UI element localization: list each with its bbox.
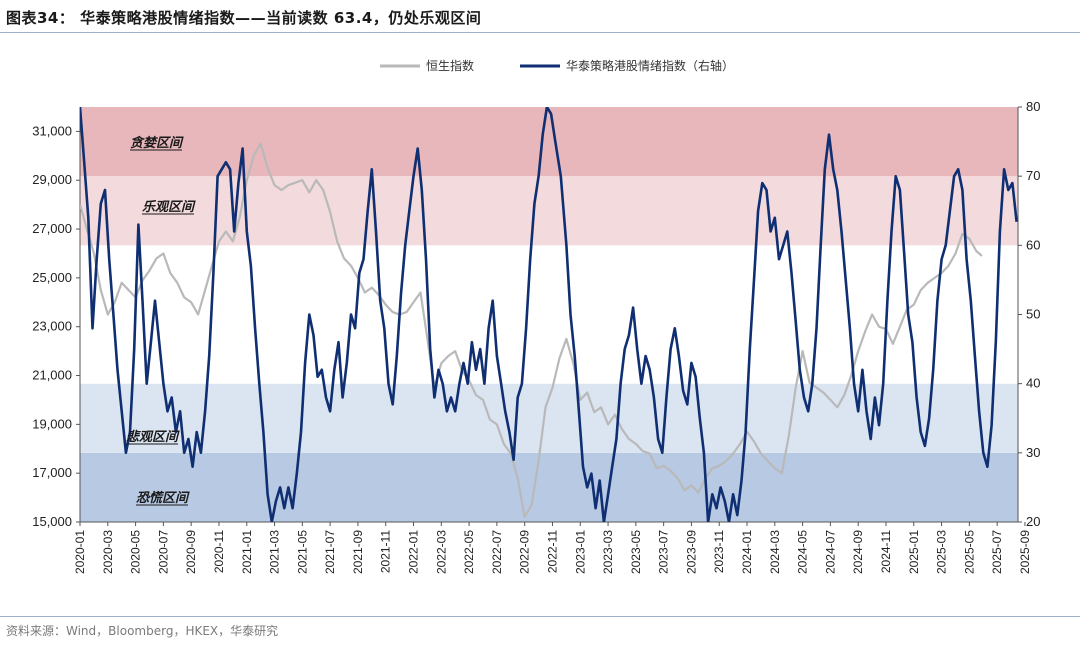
y-left-tick-label: 29,000 — [32, 172, 72, 187]
zone-label: 恐慌区间 — [136, 490, 190, 506]
title-bar: 图表34： 华泰策略港股情绪指数——当前读数 63.4，仍处乐观区间 — [0, 0, 1080, 34]
x-tick-label: 2025-01 — [907, 530, 921, 574]
y-left-tick-label: 23,000 — [32, 319, 72, 334]
x-tick-label: 2020-07 — [156, 530, 170, 574]
x-tick-label: 2024-01 — [740, 530, 754, 574]
sentiment-line — [80, 107, 1018, 522]
x-tick-label: 2024-03 — [768, 530, 782, 574]
x-tick-label: 2020-11 — [212, 530, 226, 573]
y-left-tick-label: 19,000 — [32, 416, 72, 431]
x-tick-label: 2023-07 — [657, 530, 671, 574]
sentiment-series — [80, 107, 1018, 522]
x-tick-label: 2024-09 — [851, 530, 865, 574]
legend-label-sentiment: 华泰策略港股情绪指数（右轴） — [566, 58, 734, 73]
hsi-line — [80, 142, 983, 519]
x-tick-label: 2024-11 — [879, 530, 893, 573]
x-tick-label: 2020-03 — [101, 530, 115, 574]
x-tick-label: 2025-05 — [962, 530, 976, 574]
source-note: 资料来源：Wind，Bloomberg，HKEX，华泰研究 — [6, 624, 279, 638]
y-left-tick-label: 15,000 — [32, 514, 72, 529]
x-tick-label: 2022-01 — [407, 530, 421, 574]
x-tick-label: 2021-11 — [379, 530, 393, 573]
x-tick-label: 2022-07 — [490, 530, 504, 574]
y-right-tick-label: 80 — [1026, 99, 1040, 114]
y-left-tick-label: 21,000 — [32, 368, 72, 383]
y-left-tick-label: 25,000 — [32, 270, 72, 285]
x-tick-label: 2023-03 — [601, 530, 615, 574]
zone-label: 贪婪区间 — [130, 135, 184, 151]
zone-band-2 — [80, 245, 1018, 384]
y-left-tick-label: 31,000 — [32, 123, 72, 138]
title-divider — [0, 32, 1080, 33]
zone-band-3 — [80, 176, 1018, 246]
x-tick-label: 2025-03 — [935, 530, 949, 574]
y-right-tick-label: 70 — [1026, 168, 1040, 183]
y-right-tick-label: 30 — [1026, 445, 1040, 460]
x-tick-label: 2023-11 — [712, 530, 726, 573]
sentiment-zones — [80, 107, 1018, 522]
x-tick-label: 2022-11 — [545, 530, 559, 573]
zone-band-4 — [80, 107, 1018, 177]
x-tick-label: 2021-07 — [323, 530, 337, 574]
zone-label: 悲观区间 — [126, 429, 180, 445]
x-tick-label: 2025-09 — [1018, 530, 1032, 574]
y-right-tick-label: 60 — [1026, 237, 1040, 252]
y-right-tick-label: 20 — [1026, 514, 1040, 529]
zone-label: 乐观区间 — [142, 199, 196, 215]
x-tick-label: 2022-09 — [518, 530, 532, 574]
y-right-tick-label: 40 — [1026, 376, 1040, 391]
x-tick-label: 2021-03 — [268, 530, 282, 574]
x-tick-label: 2021-09 — [351, 530, 365, 574]
x-tick-label: 2020-01 — [73, 530, 87, 574]
source-divider — [0, 616, 1080, 617]
y-left-tick-label: 17,000 — [32, 465, 72, 480]
x-tick-label: 2024-05 — [796, 530, 810, 574]
x-tick-label: 2025-07 — [990, 530, 1004, 574]
y-left-tick-label: 27,000 — [32, 221, 72, 236]
x-tick-label: 2022-05 — [462, 530, 476, 574]
legend: 恒生指数 华泰策略港股情绪指数（右轴） — [380, 58, 734, 73]
y-right-tick-label: 50 — [1026, 307, 1040, 322]
x-tick-label: 2020-09 — [184, 530, 198, 574]
x-tick-label: 2023-09 — [684, 530, 698, 574]
zone-band-0 — [80, 452, 1018, 522]
hsi-series — [80, 142, 983, 519]
y-axis-ticks: 15,000 17,000 19,000 21,000 23,000 25,000 27,0… — [32, 99, 1040, 529]
x-tick-label: 2021-05 — [295, 530, 309, 574]
x-tick-label: 2024-07 — [823, 530, 837, 574]
x-tick-label: 2020-05 — [129, 530, 143, 574]
x-tick-label: 2021-01 — [240, 530, 254, 574]
x-axis-ticks: 2020-01 2020-03 2020-05 2020-07 2020-09 2020-… — [73, 522, 1032, 574]
legend-label-hsi: 恒生指数 — [426, 58, 474, 73]
x-tick-label: 2023-05 — [629, 530, 643, 574]
x-tick-label: 2022-03 — [434, 530, 448, 574]
x-tick-label: 2023-01 — [573, 530, 587, 574]
chart-title: 图表34： 华泰策略港股情绪指数——当前读数 63.4，仍处乐观区间 — [6, 9, 482, 27]
